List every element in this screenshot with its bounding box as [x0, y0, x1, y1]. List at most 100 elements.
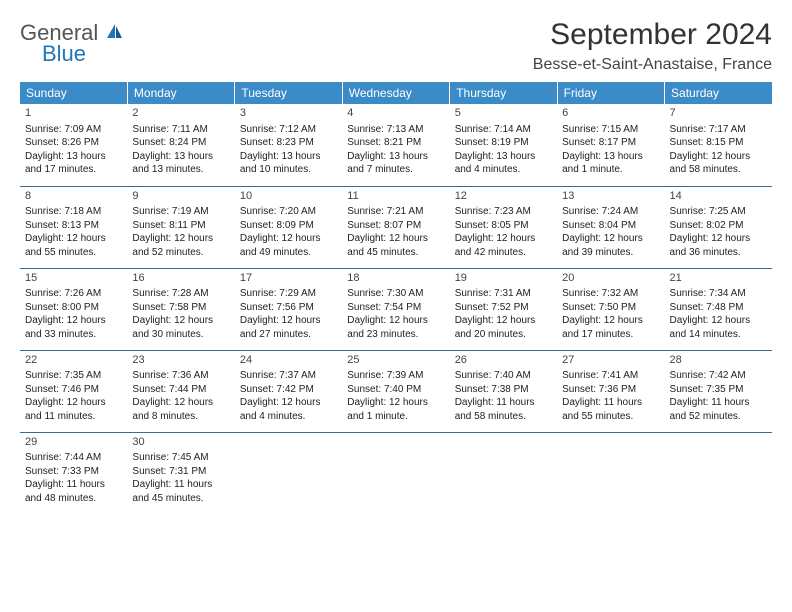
daylight-line: Daylight: 12 hours and 33 minutes.: [25, 314, 122, 341]
day-number: 16: [132, 271, 229, 286]
calendar-cell: 5Sunrise: 7:14 AMSunset: 8:19 PMDaylight…: [450, 104, 557, 186]
sunset-line: Sunset: 7:46 PM: [25, 383, 122, 397]
weekday-header: Sunday: [20, 82, 127, 104]
daylight-line: Daylight: 12 hours and 42 minutes.: [455, 232, 552, 259]
calendar-cell: 20Sunrise: 7:32 AMSunset: 7:50 PMDayligh…: [557, 268, 664, 350]
day-number: 28: [670, 353, 767, 368]
calendar-cell: 27Sunrise: 7:41 AMSunset: 7:36 PMDayligh…: [557, 350, 664, 432]
day-number: 22: [25, 353, 122, 368]
daylight-line: Daylight: 13 hours and 13 minutes.: [132, 150, 229, 177]
day-number: 20: [562, 271, 659, 286]
calendar-cell: 30Sunrise: 7:45 AMSunset: 7:31 PMDayligh…: [127, 432, 234, 514]
sunset-line: Sunset: 7:54 PM: [347, 301, 444, 315]
sunrise-line: Sunrise: 7:17 AM: [670, 123, 767, 137]
header: General Blue September 2024 Besse-et-Sai…: [20, 18, 772, 74]
calendar-cell: 6Sunrise: 7:15 AMSunset: 8:17 PMDaylight…: [557, 104, 664, 186]
daylight-line: Daylight: 13 hours and 1 minute.: [562, 150, 659, 177]
daylight-line: Daylight: 12 hours and 30 minutes.: [132, 314, 229, 341]
sunrise-line: Sunrise: 7:32 AM: [562, 287, 659, 301]
day-number: 8: [25, 189, 122, 204]
calendar-cell: [665, 432, 772, 514]
sunset-line: Sunset: 7:31 PM: [132, 465, 229, 479]
daylight-line: Daylight: 12 hours and 36 minutes.: [670, 232, 767, 259]
calendar-cell: 1Sunrise: 7:09 AMSunset: 8:26 PMDaylight…: [20, 104, 127, 186]
sunrise-line: Sunrise: 7:19 AM: [132, 205, 229, 219]
day-number: 30: [132, 435, 229, 450]
sunset-line: Sunset: 7:56 PM: [240, 301, 337, 315]
daylight-line: Daylight: 12 hours and 23 minutes.: [347, 314, 444, 341]
daylight-line: Daylight: 12 hours and 11 minutes.: [25, 396, 122, 423]
calendar-cell: 24Sunrise: 7:37 AMSunset: 7:42 PMDayligh…: [235, 350, 342, 432]
sunrise-line: Sunrise: 7:21 AM: [347, 205, 444, 219]
daylight-line: Daylight: 11 hours and 45 minutes.: [132, 478, 229, 505]
calendar-cell: 4Sunrise: 7:13 AMSunset: 8:21 PMDaylight…: [342, 104, 449, 186]
sunset-line: Sunset: 8:23 PM: [240, 136, 337, 150]
calendar-cell: 11Sunrise: 7:21 AMSunset: 8:07 PMDayligh…: [342, 186, 449, 268]
day-number: 12: [455, 189, 552, 204]
weekday-header: Saturday: [665, 82, 772, 104]
daylight-line: Daylight: 13 hours and 7 minutes.: [347, 150, 444, 177]
calendar-cell: 26Sunrise: 7:40 AMSunset: 7:38 PMDayligh…: [450, 350, 557, 432]
sunset-line: Sunset: 7:44 PM: [132, 383, 229, 397]
calendar-cell: 13Sunrise: 7:24 AMSunset: 8:04 PMDayligh…: [557, 186, 664, 268]
calendar-cell: 12Sunrise: 7:23 AMSunset: 8:05 PMDayligh…: [450, 186, 557, 268]
day-number: 10: [240, 189, 337, 204]
calendar-row: 29Sunrise: 7:44 AMSunset: 7:33 PMDayligh…: [20, 432, 772, 514]
sunrise-line: Sunrise: 7:40 AM: [455, 369, 552, 383]
weekday-header-row: SundayMondayTuesdayWednesdayThursdayFrid…: [20, 82, 772, 104]
daylight-line: Daylight: 11 hours and 48 minutes.: [25, 478, 122, 505]
day-number: 9: [132, 189, 229, 204]
daylight-line: Daylight: 12 hours and 49 minutes.: [240, 232, 337, 259]
sunrise-line: Sunrise: 7:35 AM: [25, 369, 122, 383]
month-title: September 2024: [533, 18, 772, 52]
sunrise-line: Sunrise: 7:28 AM: [132, 287, 229, 301]
daylight-line: Daylight: 11 hours and 58 minutes.: [455, 396, 552, 423]
sunset-line: Sunset: 8:19 PM: [455, 136, 552, 150]
calendar-cell: 19Sunrise: 7:31 AMSunset: 7:52 PMDayligh…: [450, 268, 557, 350]
daylight-line: Daylight: 13 hours and 17 minutes.: [25, 150, 122, 177]
day-number: 11: [347, 189, 444, 204]
sunset-line: Sunset: 7:50 PM: [562, 301, 659, 315]
sunrise-line: Sunrise: 7:26 AM: [25, 287, 122, 301]
daylight-line: Daylight: 12 hours and 27 minutes.: [240, 314, 337, 341]
day-number: 7: [670, 106, 767, 121]
logo-text-blue: Blue: [42, 43, 125, 65]
sunset-line: Sunset: 8:17 PM: [562, 136, 659, 150]
sunrise-line: Sunrise: 7:12 AM: [240, 123, 337, 137]
sunrise-line: Sunrise: 7:37 AM: [240, 369, 337, 383]
title-block: September 2024 Besse-et-Saint-Anastaise,…: [533, 18, 772, 74]
day-number: 25: [347, 353, 444, 368]
sunset-line: Sunset: 8:15 PM: [670, 136, 767, 150]
calendar-cell: [342, 432, 449, 514]
calendar-row: 22Sunrise: 7:35 AMSunset: 7:46 PMDayligh…: [20, 350, 772, 432]
sunset-line: Sunset: 7:58 PM: [132, 301, 229, 315]
calendar-cell: [557, 432, 664, 514]
logo-sail-icon: [105, 22, 125, 45]
sunset-line: Sunset: 7:42 PM: [240, 383, 337, 397]
calendar-cell: 17Sunrise: 7:29 AMSunset: 7:56 PMDayligh…: [235, 268, 342, 350]
sunset-line: Sunset: 8:11 PM: [132, 219, 229, 233]
calendar-body: 1Sunrise: 7:09 AMSunset: 8:26 PMDaylight…: [20, 104, 772, 514]
calendar-cell: 3Sunrise: 7:12 AMSunset: 8:23 PMDaylight…: [235, 104, 342, 186]
sunrise-line: Sunrise: 7:24 AM: [562, 205, 659, 219]
location: Besse-et-Saint-Anastaise, France: [533, 56, 772, 74]
daylight-line: Daylight: 12 hours and 14 minutes.: [670, 314, 767, 341]
day-number: 2: [132, 106, 229, 121]
sunset-line: Sunset: 8:07 PM: [347, 219, 444, 233]
sunrise-line: Sunrise: 7:13 AM: [347, 123, 444, 137]
calendar-cell: 28Sunrise: 7:42 AMSunset: 7:35 PMDayligh…: [665, 350, 772, 432]
calendar-cell: 16Sunrise: 7:28 AMSunset: 7:58 PMDayligh…: [127, 268, 234, 350]
day-number: 21: [670, 271, 767, 286]
sunset-line: Sunset: 7:33 PM: [25, 465, 122, 479]
calendar-cell: 15Sunrise: 7:26 AMSunset: 8:00 PMDayligh…: [20, 268, 127, 350]
sunrise-line: Sunrise: 7:23 AM: [455, 205, 552, 219]
calendar-cell: 22Sunrise: 7:35 AMSunset: 7:46 PMDayligh…: [20, 350, 127, 432]
weekday-header: Wednesday: [342, 82, 449, 104]
calendar-cell: 18Sunrise: 7:30 AMSunset: 7:54 PMDayligh…: [342, 268, 449, 350]
logo: General Blue: [20, 22, 125, 65]
sunrise-line: Sunrise: 7:41 AM: [562, 369, 659, 383]
sunrise-line: Sunrise: 7:31 AM: [455, 287, 552, 301]
daylight-line: Daylight: 12 hours and 55 minutes.: [25, 232, 122, 259]
sunset-line: Sunset: 8:02 PM: [670, 219, 767, 233]
daylight-line: Daylight: 11 hours and 55 minutes.: [562, 396, 659, 423]
